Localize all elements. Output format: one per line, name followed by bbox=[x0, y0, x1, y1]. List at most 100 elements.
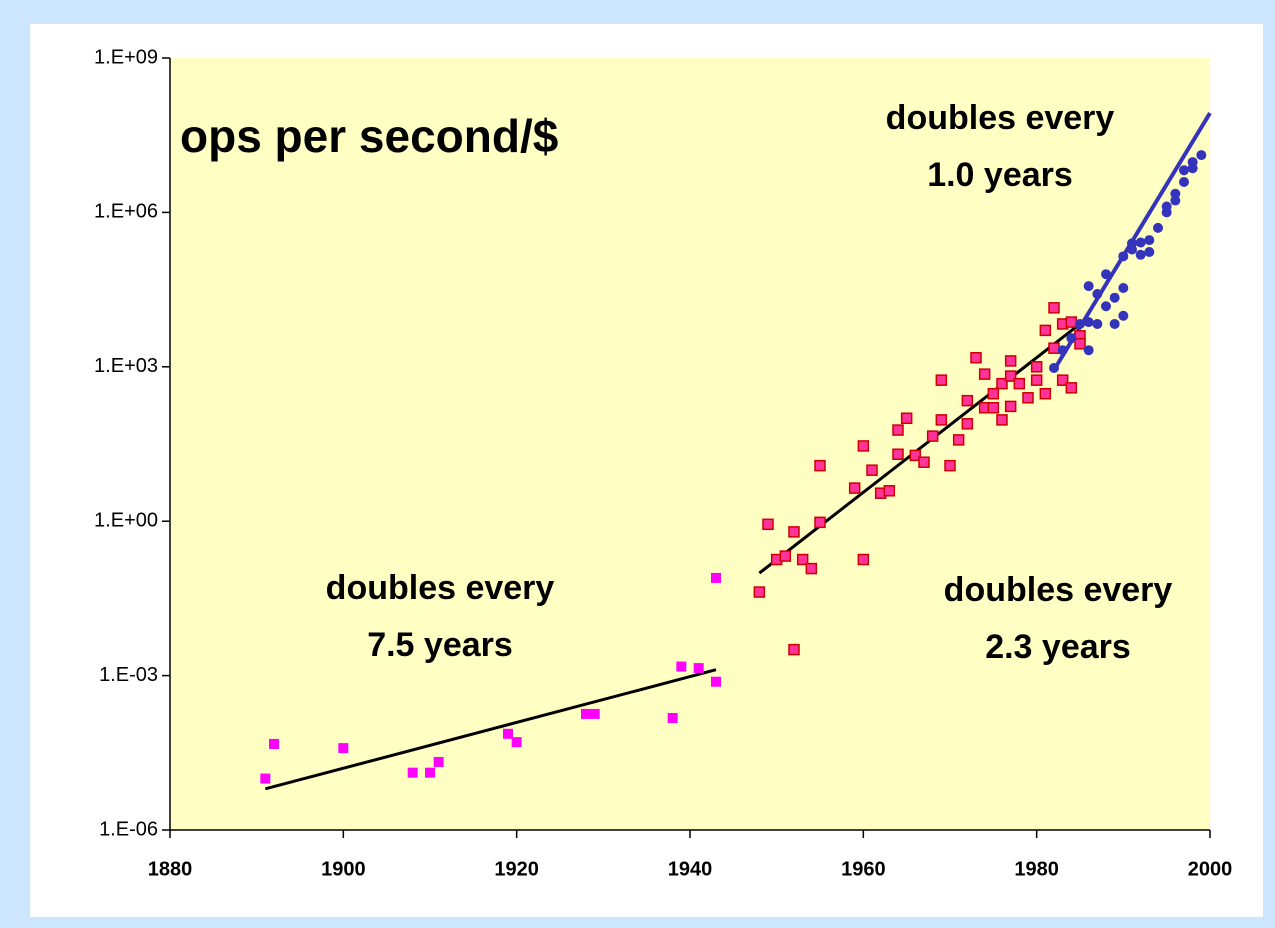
data-point bbox=[1118, 282, 1129, 293]
y-tick-label: 1.E+03 bbox=[94, 355, 158, 377]
plot-area bbox=[170, 58, 1210, 830]
data-point bbox=[1179, 176, 1189, 187]
data-point bbox=[693, 663, 704, 674]
data-point bbox=[848, 482, 861, 494]
x-tick-label: 1960 bbox=[841, 858, 886, 880]
data-point bbox=[892, 424, 904, 436]
data-point bbox=[978, 368, 991, 380]
data-point bbox=[753, 586, 766, 598]
data-point bbox=[1144, 235, 1155, 246]
data-point bbox=[1013, 377, 1026, 390]
x-tick-label: 1920 bbox=[494, 858, 539, 880]
data-point bbox=[1101, 301, 1111, 312]
data-point bbox=[1004, 400, 1017, 413]
data-point bbox=[1187, 163, 1198, 174]
data-point bbox=[883, 485, 896, 497]
data-point bbox=[935, 374, 948, 386]
data-point bbox=[1065, 316, 1078, 328]
data-point bbox=[269, 738, 279, 749]
data-point bbox=[892, 448, 904, 460]
data-point bbox=[952, 434, 965, 446]
data-point bbox=[711, 676, 721, 687]
y-tick-label: 1.E-06 bbox=[99, 818, 158, 840]
data-point bbox=[1179, 165, 1189, 176]
data-point bbox=[935, 414, 948, 426]
data-point bbox=[581, 708, 591, 719]
y-tick-label: 1.E+00 bbox=[94, 509, 158, 531]
trend-line bbox=[264, 668, 717, 791]
data-point bbox=[866, 464, 878, 476]
data-point bbox=[1196, 150, 1207, 161]
x-tick-label: 1900 bbox=[321, 858, 366, 880]
trend-line bbox=[758, 322, 1081, 575]
data-point bbox=[711, 572, 721, 583]
data-point bbox=[503, 728, 513, 739]
data-point bbox=[338, 743, 349, 754]
y-tick-label: 1.E+06 bbox=[94, 201, 158, 223]
data-point bbox=[1170, 188, 1181, 199]
data-point bbox=[1030, 374, 1043, 386]
data-point bbox=[1083, 345, 1094, 356]
data-point bbox=[926, 430, 939, 442]
y-tick-label: 1.E-03 bbox=[99, 664, 158, 686]
data-point bbox=[987, 402, 1000, 414]
data-point bbox=[996, 414, 1008, 426]
data-point bbox=[1004, 355, 1017, 367]
data-point bbox=[1109, 292, 1120, 303]
data-point bbox=[425, 767, 435, 778]
annotation: doubles every bbox=[944, 571, 1173, 609]
data-point bbox=[1118, 251, 1129, 262]
data-point bbox=[1048, 302, 1060, 314]
data-point bbox=[1101, 269, 1111, 280]
data-point bbox=[762, 518, 774, 531]
data-point bbox=[1135, 237, 1146, 248]
data-point bbox=[987, 387, 1000, 400]
data-point bbox=[805, 562, 818, 575]
annotation: 2.3 years bbox=[985, 628, 1131, 666]
data-point bbox=[1048, 342, 1060, 354]
annotation: 1.0 years bbox=[927, 156, 1073, 194]
x-tick-label: 1880 bbox=[148, 858, 193, 880]
data-point bbox=[1039, 324, 1052, 337]
data-point bbox=[511, 737, 522, 748]
data-point bbox=[1153, 222, 1163, 233]
data-point bbox=[667, 713, 678, 724]
y-tick-label: 1.E+09 bbox=[94, 46, 158, 68]
data-point bbox=[433, 756, 444, 767]
data-point bbox=[407, 767, 418, 778]
data-point bbox=[944, 459, 956, 472]
data-point bbox=[1092, 288, 1103, 299]
x-tick-label: 2000 bbox=[1188, 858, 1233, 880]
data-point bbox=[779, 550, 792, 562]
data-point bbox=[996, 377, 1008, 390]
x-tick-label: 1940 bbox=[668, 858, 713, 880]
data-point bbox=[814, 459, 826, 472]
data-point bbox=[1135, 249, 1146, 260]
data-point bbox=[1083, 281, 1094, 292]
data-point bbox=[1075, 318, 1085, 329]
data-point bbox=[1118, 310, 1129, 321]
data-point bbox=[857, 440, 870, 452]
data-point bbox=[1083, 317, 1094, 328]
annotation: doubles every bbox=[886, 99, 1115, 137]
data-point bbox=[900, 412, 913, 425]
data-point bbox=[1056, 374, 1069, 386]
data-point bbox=[918, 456, 930, 468]
data-point bbox=[814, 516, 826, 529]
data-point bbox=[788, 526, 800, 538]
data-point bbox=[1004, 370, 1017, 382]
data-point bbox=[909, 449, 922, 462]
annotation: 7.5 years bbox=[367, 626, 513, 664]
data-point bbox=[1039, 387, 1052, 400]
data-point bbox=[676, 661, 687, 672]
data-point bbox=[1065, 382, 1078, 394]
data-point bbox=[961, 418, 974, 430]
chart-title: ops per second/$ bbox=[180, 110, 558, 162]
data-point bbox=[1074, 338, 1086, 350]
data-point bbox=[1022, 392, 1034, 404]
data-point bbox=[961, 394, 974, 407]
data-point bbox=[1161, 207, 1172, 218]
data-point bbox=[1057, 345, 1068, 356]
data-point bbox=[796, 553, 809, 566]
data-point bbox=[970, 351, 982, 364]
